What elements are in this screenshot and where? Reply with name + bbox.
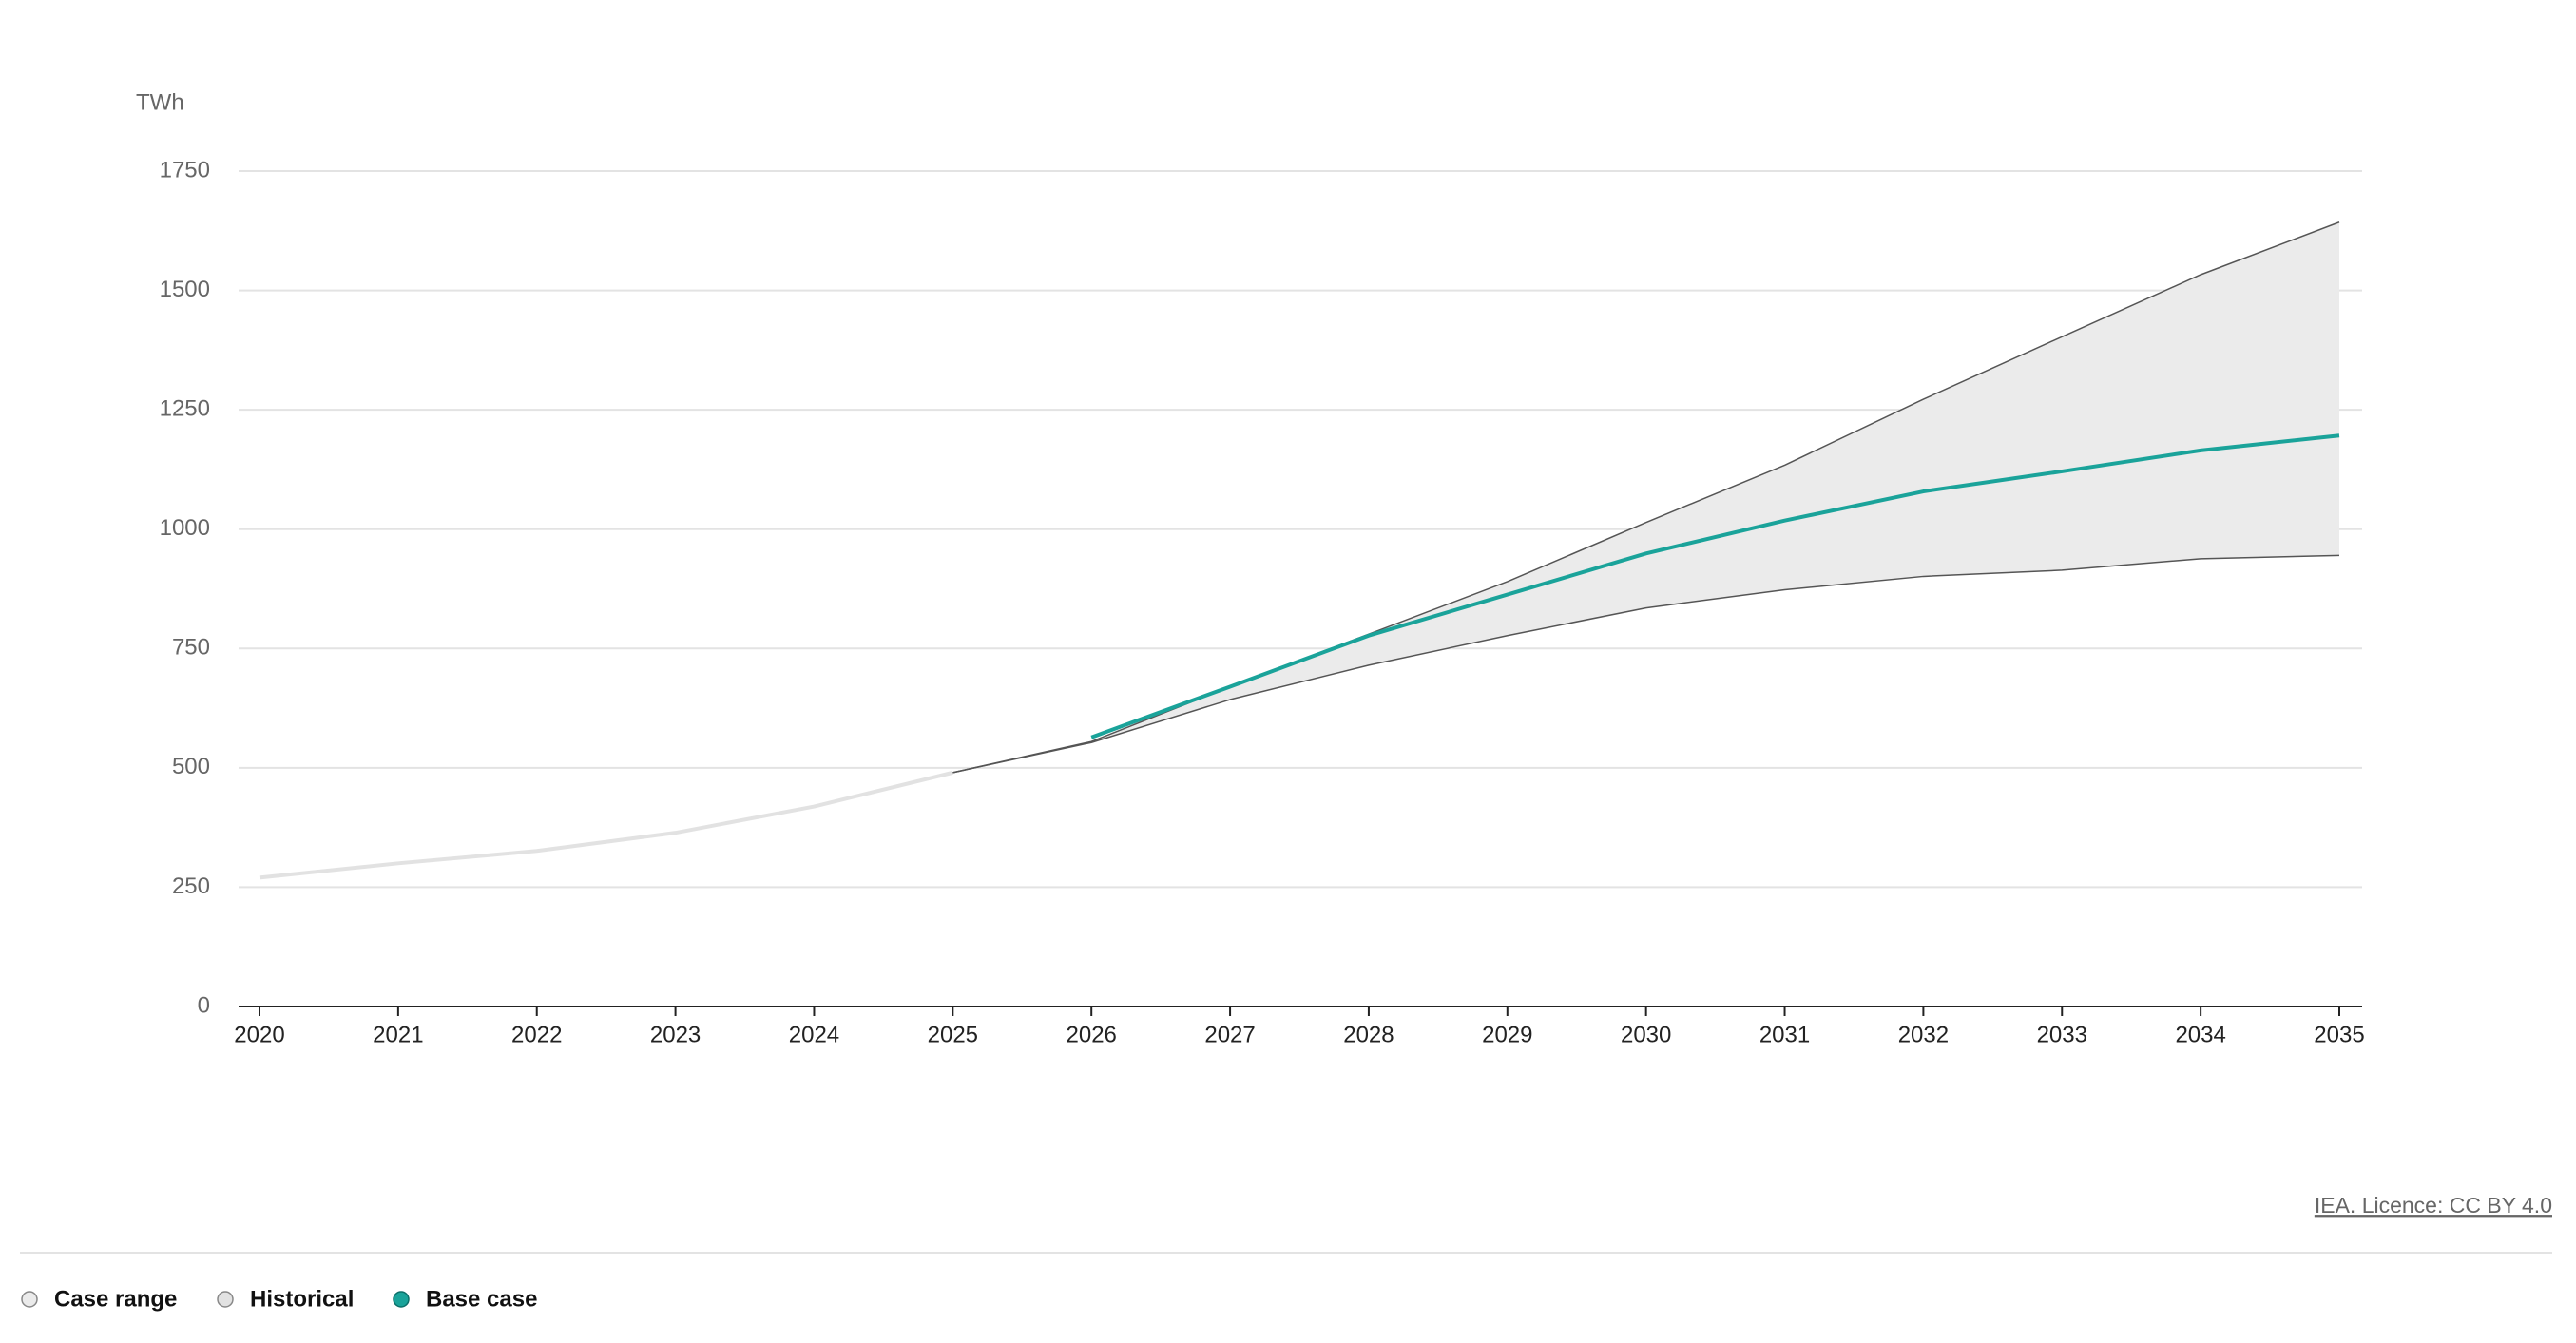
y-tick-label: 750: [172, 635, 210, 661]
x-tick-label: 2021: [373, 1022, 423, 1047]
x-tick-label: 2024: [789, 1022, 839, 1047]
x-tick-label: 2026: [1067, 1022, 1117, 1047]
y-tick-label: 1250: [160, 395, 210, 421]
x-tick-label: 2025: [928, 1022, 978, 1047]
y-tick-label: 250: [172, 873, 210, 899]
y-axis-unit: TWh: [136, 89, 184, 115]
legend-label[interactable]: Base case: [426, 1286, 537, 1312]
case-range-area: [952, 221, 2340, 773]
y-tick-label: 500: [172, 754, 210, 779]
x-tick-label: 2028: [1343, 1022, 1394, 1047]
y-tick-label: 1750: [160, 157, 210, 182]
x-tick-label: 2023: [650, 1022, 701, 1047]
historical-line: [259, 770, 953, 880]
x-tick-label: 2031: [1759, 1022, 1810, 1047]
x-tick-label: 2032: [1898, 1022, 1949, 1047]
legend-marker[interactable]: [21, 1291, 38, 1308]
y-tick-label: 1000: [160, 515, 210, 541]
legend-label[interactable]: Case range: [54, 1286, 177, 1312]
base-case-line: [1090, 433, 2340, 739]
x-tick-label: 2029: [1482, 1022, 1532, 1047]
source-link[interactable]: IEA. Licence: CC BY 4.0: [2315, 1193, 2552, 1218]
legend-label[interactable]: Historical: [250, 1286, 354, 1312]
legend-marker[interactable]: [393, 1291, 410, 1308]
x-tick-label: 2022: [511, 1022, 562, 1047]
y-tick-label: 1500: [160, 277, 210, 302]
x-tick-label: 2034: [2175, 1022, 2225, 1047]
x-tick-label: 2027: [1204, 1022, 1255, 1047]
x-tick-label: 2033: [2037, 1022, 2087, 1047]
x-tick-label: 2020: [234, 1022, 284, 1047]
y-tick-label: 0: [198, 992, 210, 1018]
x-tick-label: 2035: [2314, 1022, 2364, 1047]
case-range-low: [952, 554, 2340, 774]
x-tick-label: 2030: [1621, 1022, 1671, 1047]
legend-marker[interactable]: [217, 1291, 234, 1308]
